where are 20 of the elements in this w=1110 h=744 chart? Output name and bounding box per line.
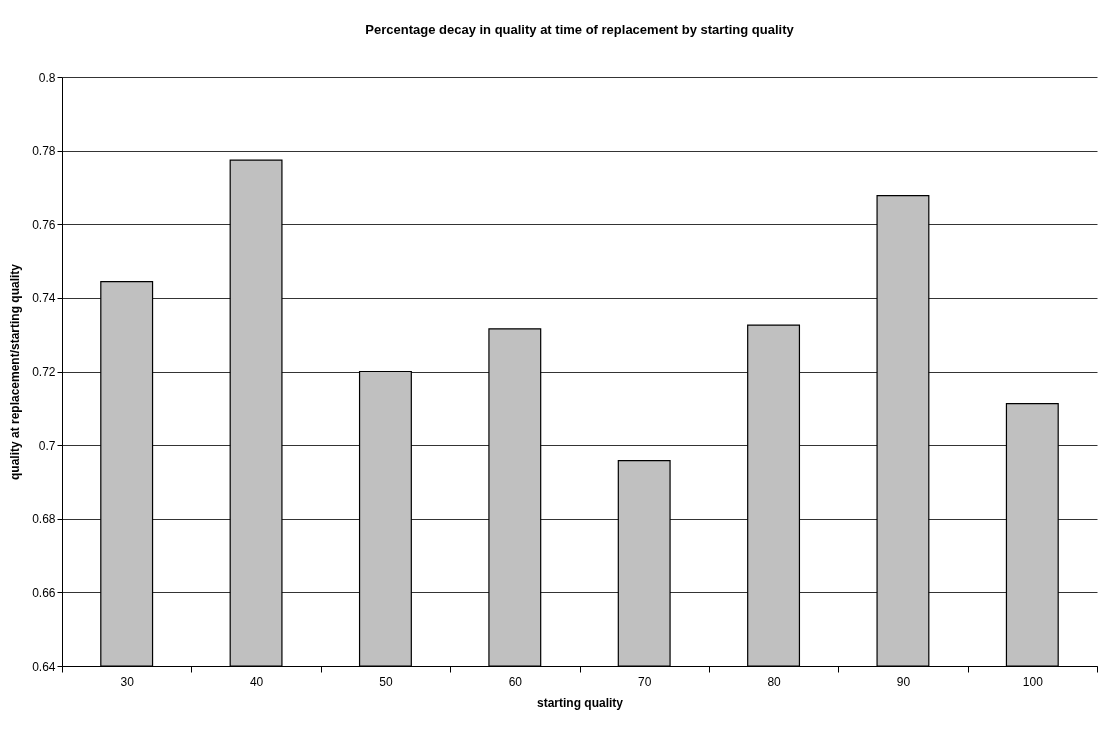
y-tick-label: 0.68 [32,512,56,527]
y-tick-label: 0.78 [32,144,56,159]
x-tick-label: 60 [508,674,523,689]
x-tick-label: 30 [120,674,135,689]
x-tick-label: 80 [767,674,782,689]
x-axis-title: starting quality [536,695,624,710]
y-tick-label: 0.7 [38,438,56,453]
x-tick-label: 70 [638,674,652,689]
y-tick-label: 0.8 [38,70,56,85]
y-tick-label: 0.66 [32,585,56,600]
y-axis-title: quality at replacement/starting quality [8,263,23,481]
x-tick-label: 100 [1022,674,1044,689]
y-tick-label: 0.64 [32,659,56,674]
x-tick-label: 50 [379,674,393,689]
y-tick-label: 0.72 [32,365,56,379]
y-tick-label: 0.74 [32,291,56,306]
x-tick-label: 40 [249,674,264,689]
x-tick-label: 90 [896,674,911,689]
chart-title: Percentage decay in quality at time of replacement by starting quality [365,22,795,37]
y-tick-label: 0.76 [32,217,56,232]
